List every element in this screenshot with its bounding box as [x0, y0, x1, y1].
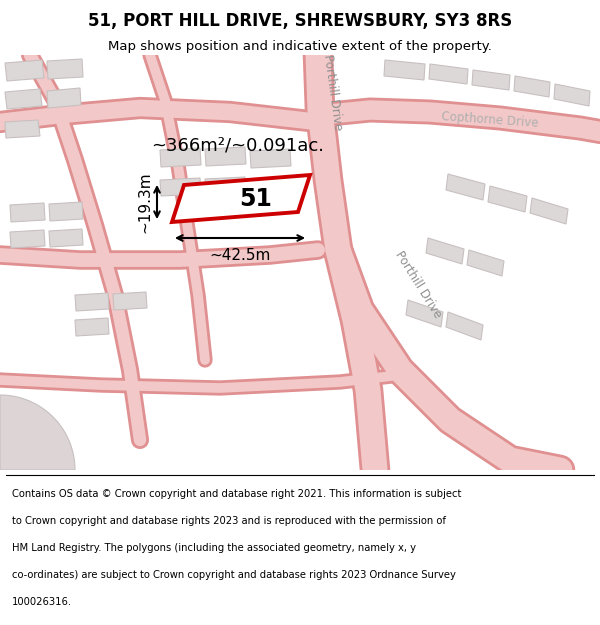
Polygon shape: [160, 148, 201, 167]
Text: 100026316.: 100026316.: [12, 597, 72, 607]
Polygon shape: [5, 60, 44, 81]
Polygon shape: [5, 89, 42, 109]
Polygon shape: [514, 76, 550, 97]
Polygon shape: [0, 395, 75, 470]
Polygon shape: [467, 250, 504, 276]
Text: 51: 51: [239, 186, 272, 211]
Polygon shape: [172, 175, 310, 222]
Text: 51, PORT HILL DRIVE, SHREWSBURY, SY3 8RS: 51, PORT HILL DRIVE, SHREWSBURY, SY3 8RS: [88, 12, 512, 30]
Polygon shape: [530, 198, 568, 224]
Polygon shape: [75, 293, 109, 311]
Polygon shape: [160, 178, 201, 196]
Polygon shape: [10, 230, 45, 248]
Text: ~366m²/~0.091ac.: ~366m²/~0.091ac.: [151, 136, 325, 154]
Polygon shape: [250, 149, 291, 168]
Text: Contains OS data © Crown copyright and database right 2021. This information is : Contains OS data © Crown copyright and d…: [12, 489, 461, 499]
Text: Porthill Drive: Porthill Drive: [392, 249, 444, 321]
Polygon shape: [446, 312, 483, 340]
Polygon shape: [554, 84, 590, 106]
Text: to Crown copyright and database rights 2023 and is reproduced with the permissio: to Crown copyright and database rights 2…: [12, 516, 446, 526]
Polygon shape: [384, 60, 425, 80]
Polygon shape: [426, 238, 464, 264]
Polygon shape: [472, 70, 510, 90]
Polygon shape: [49, 202, 83, 221]
Text: ~42.5m: ~42.5m: [209, 248, 271, 263]
Polygon shape: [429, 64, 468, 84]
Text: Porthill Drive: Porthill Drive: [321, 53, 345, 131]
Text: co-ordinates) are subject to Crown copyright and database rights 2023 Ordnance S: co-ordinates) are subject to Crown copyr…: [12, 570, 456, 580]
Polygon shape: [205, 177, 246, 195]
Text: ~19.3m: ~19.3m: [137, 171, 152, 232]
Polygon shape: [49, 229, 83, 247]
Text: Copthorne Drive: Copthorne Drive: [441, 110, 539, 130]
Text: Map shows position and indicative extent of the property.: Map shows position and indicative extent…: [108, 39, 492, 52]
Polygon shape: [47, 59, 83, 79]
Polygon shape: [5, 120, 40, 138]
Polygon shape: [75, 318, 109, 336]
Polygon shape: [47, 88, 81, 108]
Text: HM Land Registry. The polygons (including the associated geometry, namely x, y: HM Land Registry. The polygons (includin…: [12, 543, 416, 553]
Polygon shape: [205, 147, 246, 166]
Polygon shape: [250, 179, 291, 197]
Polygon shape: [10, 203, 45, 222]
Polygon shape: [113, 292, 147, 310]
Polygon shape: [406, 300, 443, 327]
Polygon shape: [488, 186, 527, 212]
Polygon shape: [446, 174, 485, 200]
